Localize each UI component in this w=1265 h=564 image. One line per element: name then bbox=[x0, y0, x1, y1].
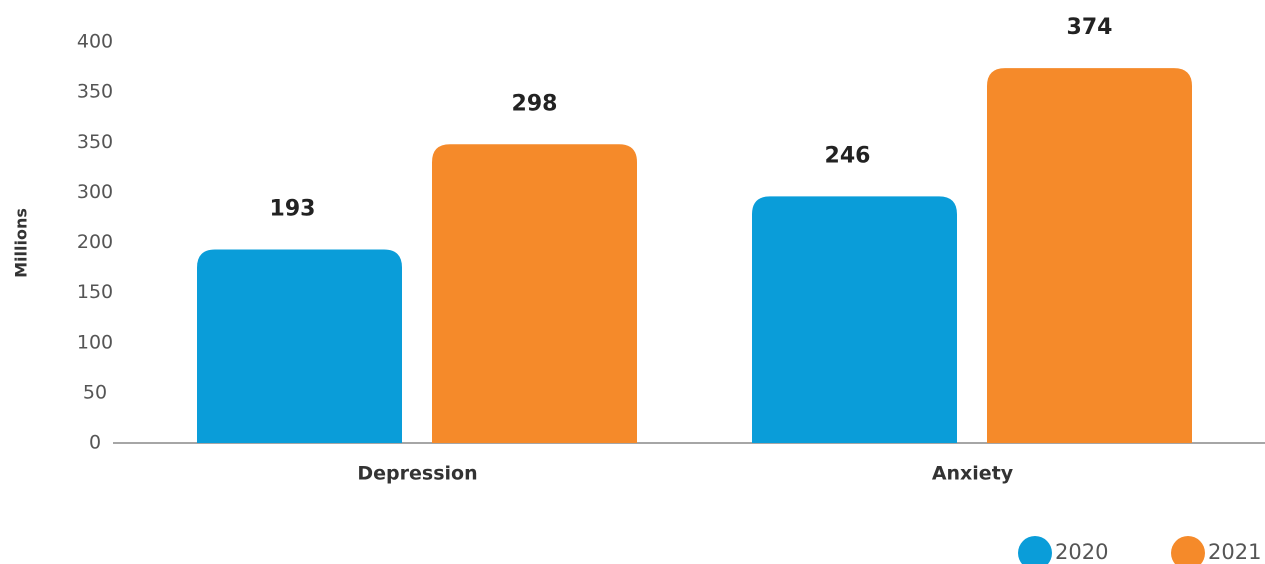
y-tick-label: 100 bbox=[77, 331, 113, 353]
value-label: 246 bbox=[825, 143, 871, 168]
bar bbox=[197, 249, 402, 443]
value-label: 298 bbox=[512, 91, 558, 116]
y-tick-label: 0 bbox=[89, 432, 101, 454]
y-tick-label: 200 bbox=[77, 231, 113, 253]
y-tick-label: 350 bbox=[77, 131, 113, 153]
value-label: 193 bbox=[270, 197, 316, 222]
y-tick-label: 400 bbox=[77, 31, 113, 53]
y-axis-label: Millions bbox=[12, 208, 31, 278]
y-tick-label: 300 bbox=[77, 181, 113, 203]
x-tick-label: Depression bbox=[357, 463, 477, 485]
bar bbox=[432, 144, 637, 443]
y-tick-label: 350 bbox=[77, 81, 113, 103]
bar bbox=[752, 196, 957, 443]
x-tick-label: Anxiety bbox=[932, 463, 1014, 485]
legend-label: 2020 bbox=[1055, 540, 1108, 564]
y-tick-label: 150 bbox=[77, 281, 113, 303]
legend-label: 2021 bbox=[1208, 540, 1261, 564]
bar bbox=[987, 68, 1192, 443]
value-label: 374 bbox=[1067, 15, 1113, 40]
legend-swatch bbox=[1018, 536, 1052, 564]
y-tick-label: 50 bbox=[83, 381, 107, 403]
legend-swatch bbox=[1171, 536, 1205, 564]
